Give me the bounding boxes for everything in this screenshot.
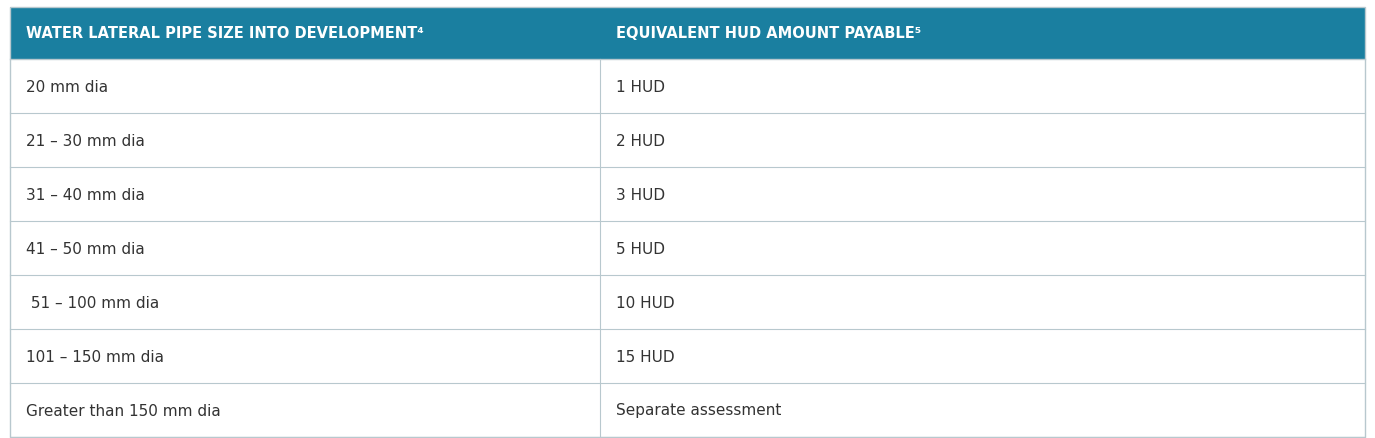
- Text: 15 HUD: 15 HUD: [616, 349, 675, 364]
- Bar: [10, 60, 1365, 114]
- Text: 41 – 50 mm dia: 41 – 50 mm dia: [26, 241, 144, 256]
- Bar: [10, 222, 1365, 276]
- Text: 1 HUD: 1 HUD: [616, 79, 666, 94]
- Text: Separate assessment: Separate assessment: [616, 403, 781, 417]
- Bar: [10, 168, 1365, 222]
- Bar: [10, 114, 1365, 168]
- Bar: [10, 8, 1365, 60]
- Text: 2 HUD: 2 HUD: [616, 133, 666, 148]
- Text: 21 – 30 mm dia: 21 – 30 mm dia: [26, 133, 144, 148]
- Bar: [10, 383, 1365, 437]
- Text: Greater than 150 mm dia: Greater than 150 mm dia: [26, 403, 221, 417]
- Text: 51 – 100 mm dia: 51 – 100 mm dia: [26, 295, 160, 310]
- Text: 20 mm dia: 20 mm dia: [26, 79, 109, 94]
- Text: 5 HUD: 5 HUD: [616, 241, 666, 256]
- Bar: [10, 329, 1365, 383]
- Bar: [10, 276, 1365, 329]
- Text: WATER LATERAL PIPE SIZE INTO DEVELOPMENT⁴: WATER LATERAL PIPE SIZE INTO DEVELOPMENT…: [26, 26, 423, 42]
- Text: 101 – 150 mm dia: 101 – 150 mm dia: [26, 349, 164, 364]
- Text: 10 HUD: 10 HUD: [616, 295, 675, 310]
- Text: 3 HUD: 3 HUD: [616, 187, 666, 202]
- Text: EQUIVALENT HUD AMOUNT PAYABLE⁵: EQUIVALENT HUD AMOUNT PAYABLE⁵: [616, 26, 921, 42]
- Text: 31 – 40 mm dia: 31 – 40 mm dia: [26, 187, 144, 202]
